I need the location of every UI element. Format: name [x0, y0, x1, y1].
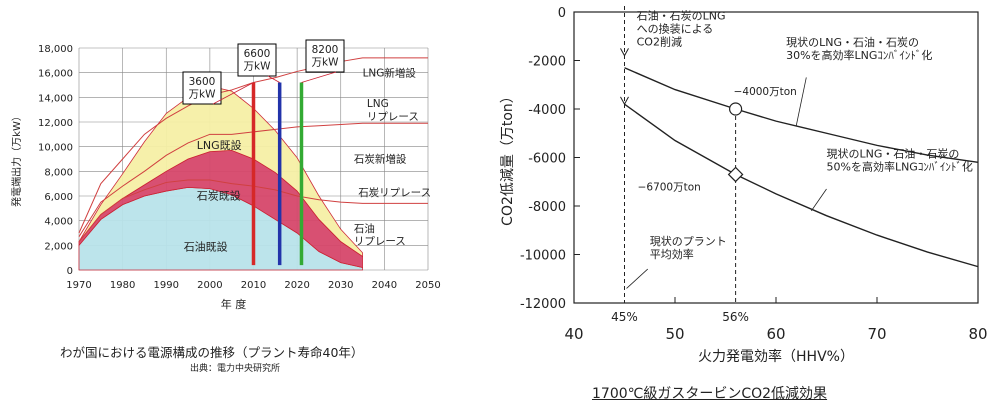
- left-marker-callout-box: [237, 43, 277, 77]
- right-y-axis-title: CO2低減量（万ton）: [499, 89, 516, 226]
- right-x-mark-56: 56%: [722, 310, 749, 324]
- left-y-tick-label: 6,000: [44, 192, 73, 203]
- right-x-mark-45: 45%: [611, 310, 638, 324]
- left-area-lng-existing: [78, 85, 363, 258]
- right-arrow-head-upper: [620, 48, 629, 57]
- left-x-tick-label: 2030: [328, 280, 353, 291]
- left-y-tick-label: 14,000: [38, 93, 73, 104]
- left-line-low: [78, 179, 428, 242]
- left-line-mid: [78, 122, 428, 237]
- left-chart-caption: わが国における電源構成の推移（プラント寿命40年）: [60, 345, 364, 360]
- right-series-30pct: [624, 67, 979, 164]
- left-y-tick-label: 4,000: [44, 217, 73, 228]
- left-area-label-lng: LNG既設: [197, 138, 242, 152]
- left-marker-callout-label: 3600 万kW: [189, 76, 217, 101]
- right-annotation-lng-conversion: 石油・石炭のLNG への換装による CO2削減: [637, 8, 726, 48]
- right-x-tick-label: 60: [766, 325, 785, 343]
- right-point-label: −4000万ton: [734, 86, 797, 98]
- right-y-tick-label: -12000: [520, 297, 566, 312]
- right-x-tick-label: 70: [867, 325, 886, 343]
- right-series-label-30pct: 現状のLNG・石油・石炭の 30%を高効率LNGｺﾝﾊﾞｲﾝﾄﾞ化: [786, 35, 932, 62]
- left-x-tick-label: 2050: [415, 280, 440, 291]
- right-y-tick-label: -6000: [528, 152, 566, 167]
- left-y-tick-label: 18,000: [38, 44, 73, 55]
- right-y-tick-label: 0: [558, 6, 566, 21]
- left-region-label: LNG新増設: [363, 66, 417, 79]
- left-y-tick-label: 0: [67, 266, 73, 277]
- right-series-50pct: [624, 103, 979, 268]
- right-leader-plant-avg: [626, 268, 648, 289]
- left-x-tick-label: 1980: [110, 280, 135, 291]
- left-x-tick-label: 2040: [372, 280, 397, 291]
- right-leader-30pct: [795, 77, 807, 127]
- left-x-tick-label: 2000: [197, 280, 222, 291]
- left-x-axis-title: 年 度: [221, 297, 247, 311]
- left-region-label: 石炭リプレース: [358, 187, 431, 199]
- left-area-label-oil: 石油既設: [184, 239, 228, 253]
- right-x-tick-label: 40: [564, 325, 583, 343]
- right-series-label-50pct: 現状のLNG・石油・石炭の 50%を高効率LNGｺﾝﾊﾞｲﾝﾄﾞ化: [827, 147, 973, 174]
- left-region-label: 石炭新増設: [354, 153, 407, 166]
- left-y-tick-label: 10,000: [38, 143, 73, 154]
- left-area-label-coal: 石炭既設: [197, 189, 241, 203]
- right-point-circle: [728, 102, 743, 116]
- left-marker-leader: [267, 75, 280, 83]
- left-marker-leader: [212, 82, 254, 105]
- right-y-tick-label: -2000: [528, 55, 566, 70]
- right-y-tick-label: -8000: [528, 200, 566, 215]
- left-region-label: 石油リプレース: [354, 222, 406, 248]
- right-x-axis-title: 火力発電効率（HHV%）: [698, 348, 854, 365]
- right-x-tick-label: 50: [665, 325, 684, 343]
- left-marker-callout-label: 6600 万kW: [244, 48, 272, 73]
- right-annotation-plant-avg: 現状のプラント平均効率: [650, 234, 727, 261]
- left-y-tick-label: 16,000: [38, 69, 73, 80]
- left-region-label: LNG リプレース: [367, 98, 419, 123]
- left-marker-callout-box: [182, 71, 222, 105]
- left-y-tick-label: 12,000: [38, 118, 73, 129]
- left-y-tick-label: 8,000: [44, 167, 73, 178]
- right-chart-caption: 1700℃級ガスタービンCO2低減効果: [592, 386, 828, 402]
- left-chart-source: 出典：電力中央研究所: [190, 364, 281, 374]
- left-x-tick-label: 1970: [66, 280, 91, 291]
- right-x-tick-label: 80: [968, 325, 987, 343]
- left-marker-leader: [301, 71, 337, 83]
- left-x-tick-label: 2020: [284, 280, 309, 291]
- left-marker-callout-label: 8200 万kW: [312, 44, 340, 69]
- left-y-axis-title: 発電端出力（万kW）: [10, 111, 23, 207]
- right-point-diamond: [727, 166, 744, 183]
- left-y-tick-label: 2,000: [44, 241, 73, 252]
- left-marker-callout-box: [305, 39, 345, 73]
- right-leader-50pct: [811, 188, 827, 212]
- right-y-tick-label: -4000: [528, 103, 566, 118]
- right-y-tick-label: -10000: [520, 249, 566, 264]
- left-x-tick-label: 1990: [154, 280, 179, 291]
- left-x-tick-label: 2010: [241, 280, 266, 291]
- right-point-label: −6700万ton: [638, 181, 701, 193]
